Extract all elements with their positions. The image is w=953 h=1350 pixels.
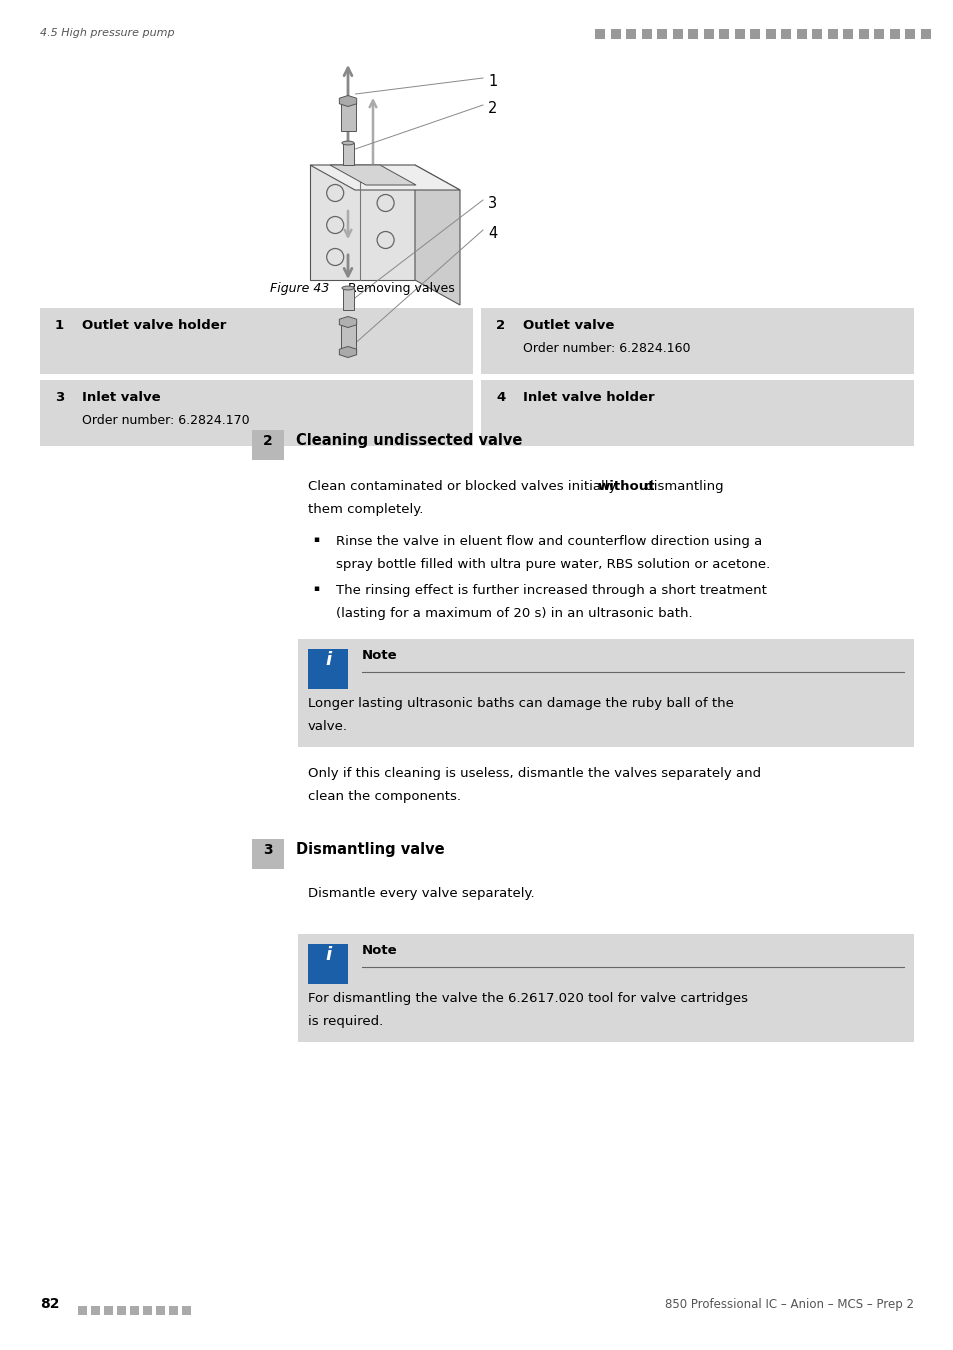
Bar: [811, 28, 821, 39]
Text: 1: 1: [488, 74, 497, 89]
Text: i: i: [325, 946, 331, 964]
Text: Outlet valve: Outlet valve: [522, 319, 614, 332]
Text: 1: 1: [55, 319, 64, 332]
Bar: [182, 1305, 191, 1315]
Polygon shape: [339, 96, 356, 107]
Bar: [781, 28, 790, 39]
Bar: [595, 28, 604, 39]
Text: spray bottle filled with ultra pure water, RBS solution or acetone.: spray bottle filled with ultra pure wate…: [335, 558, 769, 571]
Text: ▪: ▪: [313, 535, 319, 544]
Bar: [252, 838, 284, 869]
Bar: [888, 28, 899, 39]
Bar: [340, 101, 355, 131]
Polygon shape: [415, 165, 459, 305]
Text: them completely.: them completely.: [308, 502, 423, 516]
Bar: [625, 28, 636, 39]
Text: 850 Professional IC – Anion – MCS – Prep 2: 850 Professional IC – Anion – MCS – Prep…: [664, 1297, 913, 1311]
Text: Inlet valve: Inlet valve: [82, 392, 160, 404]
Ellipse shape: [341, 142, 354, 144]
Text: 2: 2: [496, 319, 504, 332]
Text: ▪: ▪: [313, 585, 319, 593]
Bar: [340, 323, 355, 352]
Bar: [687, 28, 698, 39]
Text: 4: 4: [496, 392, 505, 404]
Text: For dismantling the valve the 6.2617.020 tool for valve cartridges: For dismantling the valve the 6.2617.020…: [308, 992, 747, 1004]
Text: Note: Note: [361, 944, 397, 957]
Polygon shape: [310, 165, 459, 190]
Text: 4.5 High pressure pump: 4.5 High pressure pump: [40, 28, 174, 38]
Bar: [796, 28, 805, 39]
Bar: [640, 28, 651, 39]
Bar: [749, 28, 760, 39]
Bar: [91, 1305, 100, 1315]
Polygon shape: [310, 165, 415, 279]
Bar: [764, 28, 775, 39]
Text: Only if this cleaning is useless, dismantle the valves separately and: Only if this cleaning is useless, disman…: [308, 767, 760, 780]
Bar: [610, 28, 619, 39]
Bar: [78, 1305, 87, 1315]
Bar: [734, 28, 743, 39]
Bar: [156, 1305, 165, 1315]
Text: 4: 4: [488, 225, 497, 242]
Text: Inlet valve holder: Inlet valve holder: [522, 392, 654, 404]
Bar: [480, 379, 913, 446]
Text: Rinse the valve in eluent flow and counterflow direction using a: Rinse the valve in eluent flow and count…: [335, 535, 761, 548]
Text: dismantling: dismantling: [640, 481, 723, 493]
Text: 2: 2: [263, 433, 273, 448]
Text: Outlet valve holder: Outlet valve holder: [82, 319, 226, 332]
Text: Longer lasting ultrasonic baths can damage the ruby ball of the: Longer lasting ultrasonic baths can dama…: [308, 697, 733, 710]
Bar: [40, 379, 473, 446]
Text: Dismantling valve: Dismantling valve: [295, 842, 444, 857]
Polygon shape: [339, 316, 356, 328]
Bar: [252, 431, 284, 460]
Text: i: i: [325, 651, 331, 670]
Text: 3: 3: [55, 392, 64, 404]
Text: Note: Note: [361, 649, 397, 662]
Bar: [130, 1305, 139, 1315]
Bar: [342, 288, 354, 311]
Text: valve.: valve.: [308, 720, 348, 733]
Text: Cleaning undissected valve: Cleaning undissected valve: [295, 433, 522, 448]
Bar: [297, 934, 913, 1042]
Ellipse shape: [341, 286, 354, 290]
Bar: [143, 1305, 152, 1315]
Text: The rinsing effect is further increased through a short treatment: The rinsing effect is further increased …: [335, 585, 766, 597]
Bar: [308, 944, 348, 984]
Text: without: without: [597, 481, 654, 493]
Text: clean the components.: clean the components.: [308, 790, 460, 802]
Bar: [672, 28, 681, 39]
Text: 3: 3: [488, 196, 497, 211]
Text: 2: 2: [488, 101, 497, 116]
Text: is required.: is required.: [308, 1015, 383, 1027]
Bar: [169, 1305, 178, 1315]
Bar: [308, 649, 348, 688]
Text: Removing valves: Removing valves: [332, 282, 455, 296]
Bar: [842, 28, 852, 39]
Text: Figure 43: Figure 43: [270, 282, 329, 296]
Bar: [858, 28, 867, 39]
Text: Dismantle every valve separately.: Dismantle every valve separately.: [308, 887, 534, 900]
Text: Clean contaminated or blocked valves initially: Clean contaminated or blocked valves ini…: [308, 481, 620, 493]
Bar: [702, 28, 713, 39]
Text: Order number: 6.2824.160: Order number: 6.2824.160: [522, 342, 690, 355]
Bar: [920, 28, 929, 39]
Bar: [826, 28, 837, 39]
Bar: [104, 1305, 112, 1315]
Bar: [342, 143, 354, 165]
Bar: [480, 308, 913, 374]
Bar: [904, 28, 914, 39]
Bar: [873, 28, 883, 39]
Bar: [297, 639, 913, 747]
Polygon shape: [330, 165, 416, 185]
Text: Order number: 6.2824.170: Order number: 6.2824.170: [82, 414, 250, 427]
Bar: [657, 28, 666, 39]
Bar: [719, 28, 728, 39]
Bar: [40, 308, 473, 374]
Text: 82: 82: [40, 1297, 59, 1311]
Text: (lasting for a maximum of 20 s) in an ultrasonic bath.: (lasting for a maximum of 20 s) in an ul…: [335, 606, 692, 620]
Text: 3: 3: [263, 842, 273, 857]
Polygon shape: [339, 347, 356, 358]
Bar: [117, 1305, 126, 1315]
